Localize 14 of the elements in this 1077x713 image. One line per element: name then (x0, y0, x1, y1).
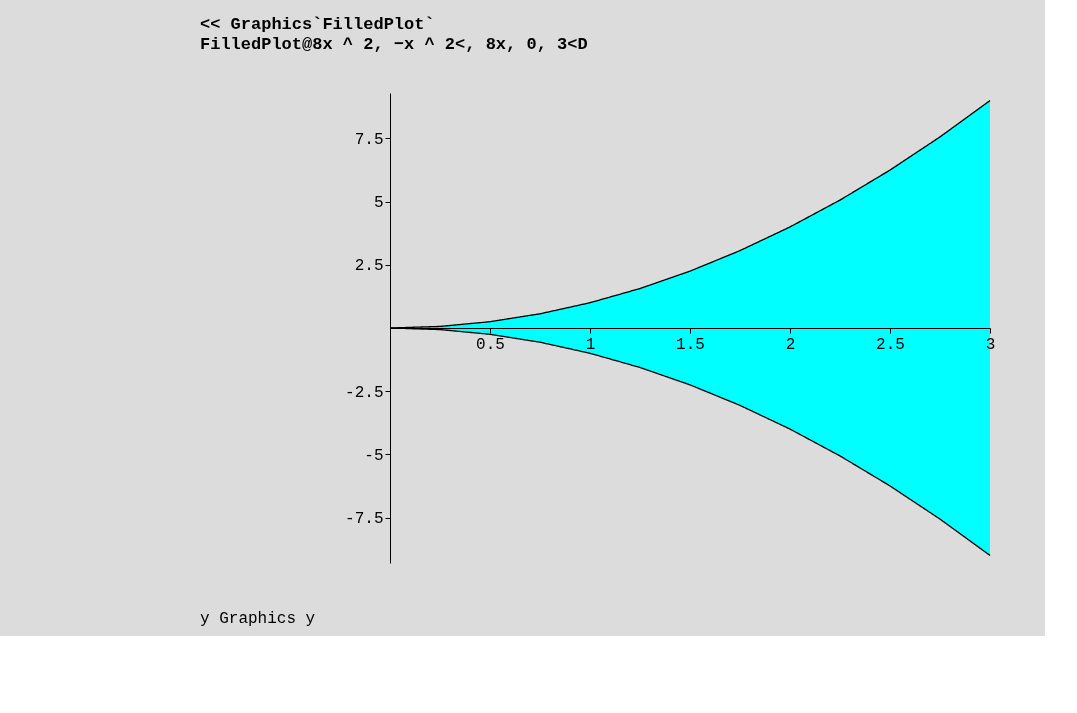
chart-title: << Graphics`FilledPlot` (200, 15, 435, 34)
x-tick-label: 2.5 (876, 335, 905, 354)
y-tick-label: 5 (373, 194, 384, 213)
y-tick-label: 2.5 (354, 257, 384, 276)
y-tick-label: -7.5 (345, 510, 384, 529)
x-tick-label: 0.5 (476, 335, 505, 354)
x-tick-label: 1 (585, 335, 596, 354)
text: y Graphics y (200, 610, 316, 628)
y-tick-label: -5 (364, 446, 384, 465)
y-tick-label: 7.5 (354, 130, 384, 149)
chart-subtitle: FilledPlot@8x ^ 2, −x ^ 2<, 8x, 0, 3<D (200, 35, 588, 54)
x-tick-label: 1.5 (676, 335, 705, 354)
x-tick-label: 2 (785, 335, 796, 354)
y-tick-label: -2.5 (345, 383, 384, 402)
